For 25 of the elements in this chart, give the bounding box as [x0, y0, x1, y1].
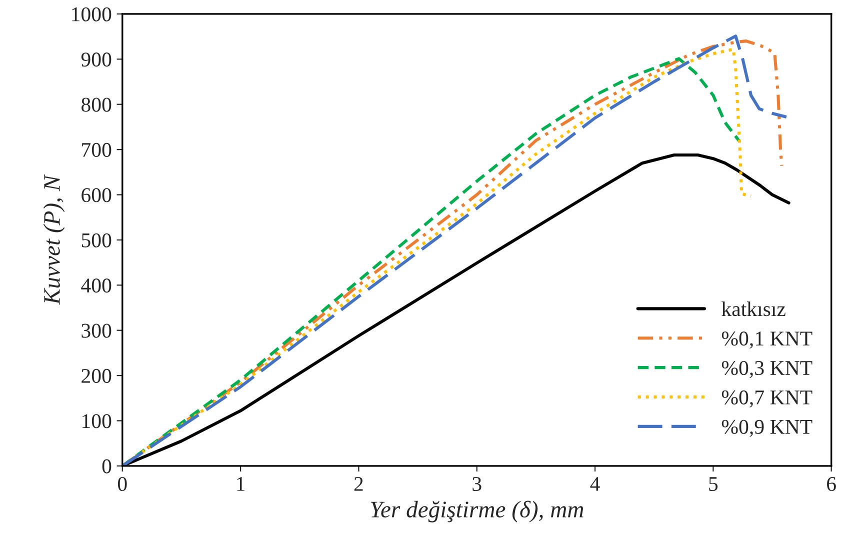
- y-tick-label: 900: [81, 52, 112, 67]
- x-tick-label: 6: [827, 477, 836, 492]
- x-tick-label: 2: [354, 477, 363, 491]
- x-tick-label: 3: [472, 477, 482, 492]
- x-axis-title: Yer değiştirme (δ), mm: [370, 500, 584, 522]
- y-axis-title: Kuvvet (P), N: [43, 174, 65, 305]
- y-tick-label: 600: [82, 188, 112, 202]
- y-tick-label: 300: [82, 324, 112, 338]
- legend-label: %0,1 KNT: [722, 332, 812, 349]
- y-tick-label: 0: [102, 459, 112, 474]
- x-tick-label: 0: [118, 476, 127, 492]
- legend-label: %0,3 KNT: [722, 360, 812, 378]
- y-tick-label: 1000: [72, 7, 112, 22]
- legend-label: katkısız: [722, 302, 786, 316]
- y-tick-label: 800: [82, 98, 112, 112]
- y-tick-label: 400: [81, 278, 112, 293]
- y-tick-label: 200: [82, 368, 112, 383]
- x-tick-label: 1: [237, 477, 244, 491]
- legend-label: %0,7 KNT: [722, 390, 812, 408]
- y-tick-label: 500: [82, 233, 112, 248]
- x-tick-label: 4: [590, 477, 600, 491]
- legend-label: %0,9 KNT: [722, 420, 812, 437]
- y-tick-label: 100: [82, 414, 112, 428]
- y-tick-label: 700: [82, 142, 112, 157]
- x-tick-label: 5: [709, 477, 718, 492]
